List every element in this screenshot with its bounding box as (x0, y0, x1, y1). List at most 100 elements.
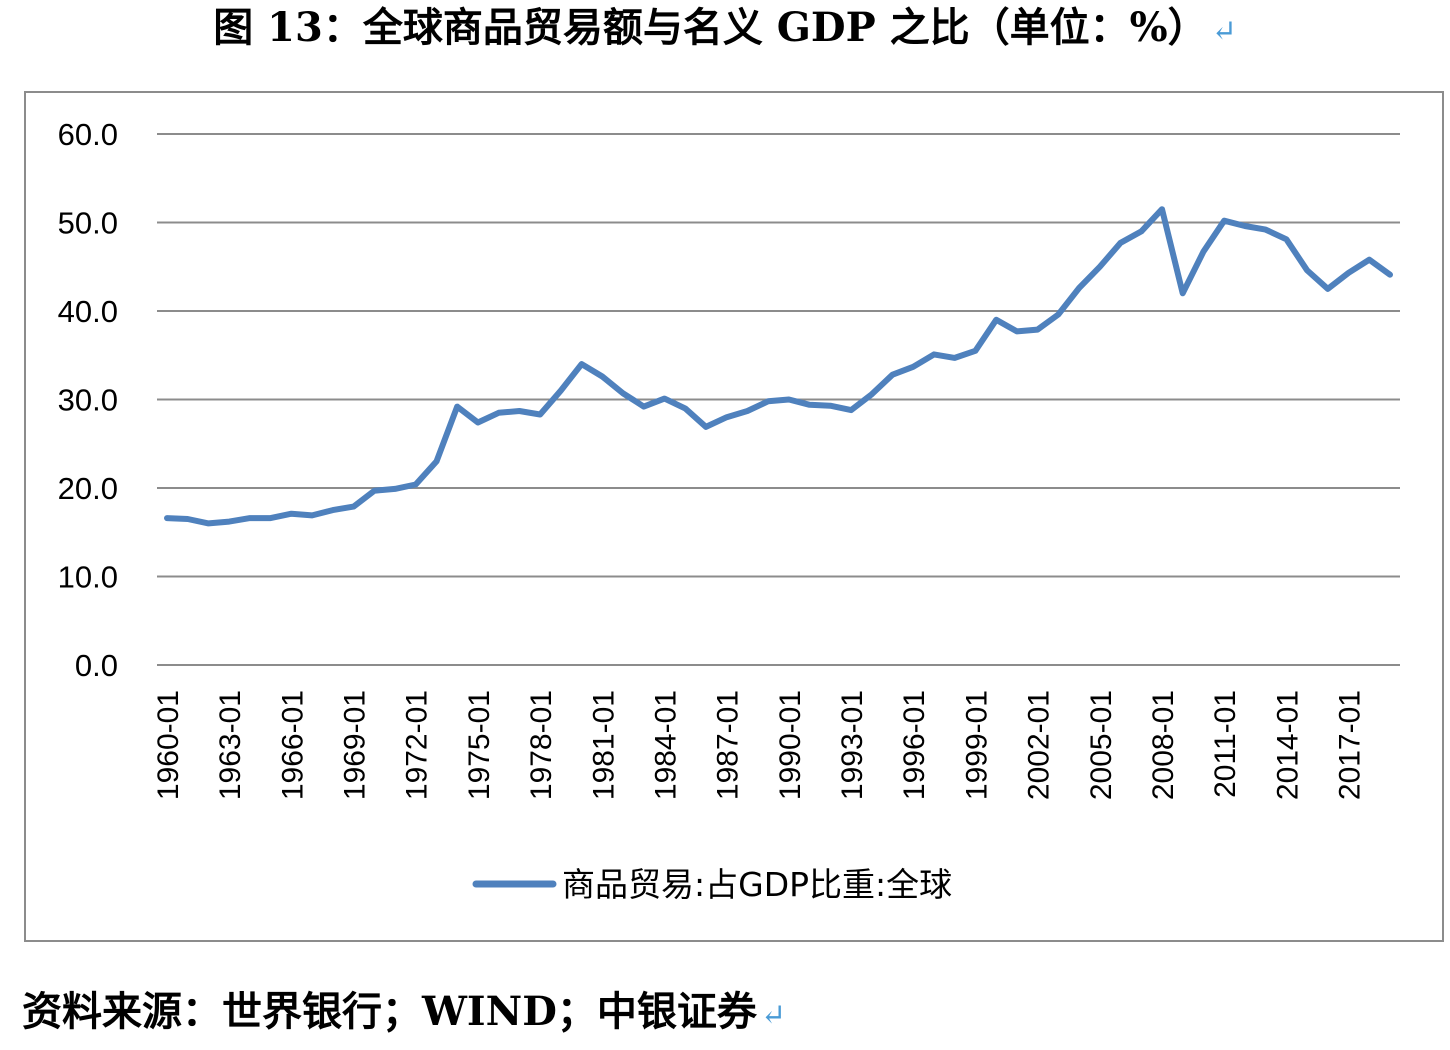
data-point (1348, 272, 1350, 274)
series-group (164, 206, 1393, 527)
x-tick-label: 1960-01 (152, 690, 185, 800)
data-point (1285, 238, 1287, 240)
data-point (871, 393, 873, 395)
data-point (912, 366, 914, 368)
data-point (166, 517, 168, 519)
x-tick-label: 1990-01 (774, 690, 807, 800)
legend: 商品贸易:占GDP比重:全球 (472, 865, 952, 904)
data-point (1223, 220, 1225, 222)
y-axis-ticks: 0.0 10.0 20.0 30.0 40.0 50.0 60.0 (58, 117, 118, 683)
y-tick-label: 40.0 (58, 294, 118, 329)
data-point (539, 414, 541, 416)
data-point (995, 319, 997, 321)
data-point (207, 522, 209, 524)
data-point (456, 406, 458, 408)
return-mark-icon: ↵ (760, 998, 787, 1033)
data-point (1265, 229, 1267, 231)
data-point (394, 488, 396, 490)
data-point (373, 490, 375, 492)
y-tick-label: 0.0 (75, 648, 118, 683)
data-point (560, 390, 562, 392)
data-point (933, 353, 935, 355)
data-point (332, 509, 334, 511)
data-point (1078, 287, 1080, 289)
legend-label: 商品贸易:占GDP比重:全球 (562, 865, 952, 904)
x-tick-label: 2002-01 (1023, 690, 1056, 800)
x-tick-label: 2017-01 (1334, 690, 1367, 800)
x-tick-label: 2008-01 (1147, 690, 1180, 800)
data-point (415, 483, 417, 485)
data-point (622, 392, 624, 394)
data-point (726, 416, 728, 418)
x-tick-label: 1966-01 (276, 690, 309, 800)
data-point (892, 374, 894, 376)
data-point (249, 517, 251, 519)
data-point (601, 375, 603, 377)
data-point (498, 412, 500, 414)
data-point (311, 514, 313, 516)
data-point (270, 517, 272, 519)
figure-title-text: 图 13：全球商品贸易额与名义 GDP 之比（单位：%） (213, 4, 1208, 51)
data-point (829, 405, 831, 407)
x-tick-label: 1975-01 (463, 690, 496, 800)
data-point (1037, 329, 1039, 331)
source-text: 资料来源：世界银行；WIND；中银证券 (22, 988, 757, 1035)
return-mark-icon: ↵ (1211, 14, 1237, 49)
y-tick-label: 30.0 (58, 383, 118, 418)
x-tick-label: 1993-01 (836, 690, 869, 800)
data-point (684, 407, 686, 409)
data-point (1161, 208, 1163, 210)
x-tick-label: 1963-01 (214, 690, 247, 800)
x-tick-label: 1996-01 (898, 690, 931, 800)
y-tick-label: 50.0 (58, 206, 118, 241)
data-point (1182, 292, 1184, 294)
figure-title: 图 13：全球商品贸易额与名义 GDP 之比（单位：%） ↵ (0, 0, 1450, 58)
x-tick-label: 1969-01 (339, 690, 372, 800)
source-note: 资料来源：世界银行；WIND；中银证券 ↵ (22, 982, 786, 1042)
data-point (643, 406, 645, 408)
y-tick-label: 20.0 (58, 471, 118, 506)
data-point (974, 350, 976, 352)
x-tick-label: 1978-01 (525, 690, 558, 800)
data-point (290, 513, 292, 515)
x-tick-label: 1987-01 (712, 690, 745, 800)
data-point (1368, 259, 1370, 261)
x-tick-label: 2011-01 (1209, 690, 1242, 798)
data-point (1120, 242, 1122, 244)
data-point (1327, 288, 1329, 290)
data-point (1306, 269, 1308, 271)
data-point (850, 409, 852, 411)
x-tick-label: 1981-01 (587, 690, 620, 800)
data-point (581, 363, 583, 365)
x-tick-label: 2014-01 (1271, 690, 1304, 800)
data-point (1389, 274, 1391, 276)
data-point (353, 506, 355, 508)
data-point (746, 410, 748, 412)
data-point (187, 518, 189, 520)
data-point (1202, 251, 1204, 253)
y-tick-label: 60.0 (58, 117, 118, 152)
data-point (788, 399, 790, 400)
data-point (1140, 230, 1142, 232)
x-tick-label: 1984-01 (649, 690, 682, 800)
data-point (477, 422, 479, 424)
data-point (518, 410, 520, 412)
data-point (1016, 330, 1018, 332)
data-point (1057, 314, 1059, 316)
data-point (809, 404, 811, 406)
x-tick-label: 1972-01 (401, 690, 434, 800)
series-line (164, 206, 1393, 527)
data-point (228, 521, 230, 523)
data-point (663, 398, 665, 400)
y-tick-label: 10.0 (58, 560, 118, 595)
data-point (954, 357, 956, 359)
x-tick-label: 1999-01 (960, 690, 993, 800)
x-tick-label: 2005-01 (1085, 690, 1118, 800)
data-point (435, 460, 437, 462)
data-point (1099, 266, 1101, 268)
x-axis-ticks: 1960-01 1963-01 1966-01 1969-01 1972-01 1975-… (152, 690, 1367, 800)
data-point (767, 400, 769, 402)
data-point (1244, 225, 1246, 227)
data-point (705, 426, 707, 428)
